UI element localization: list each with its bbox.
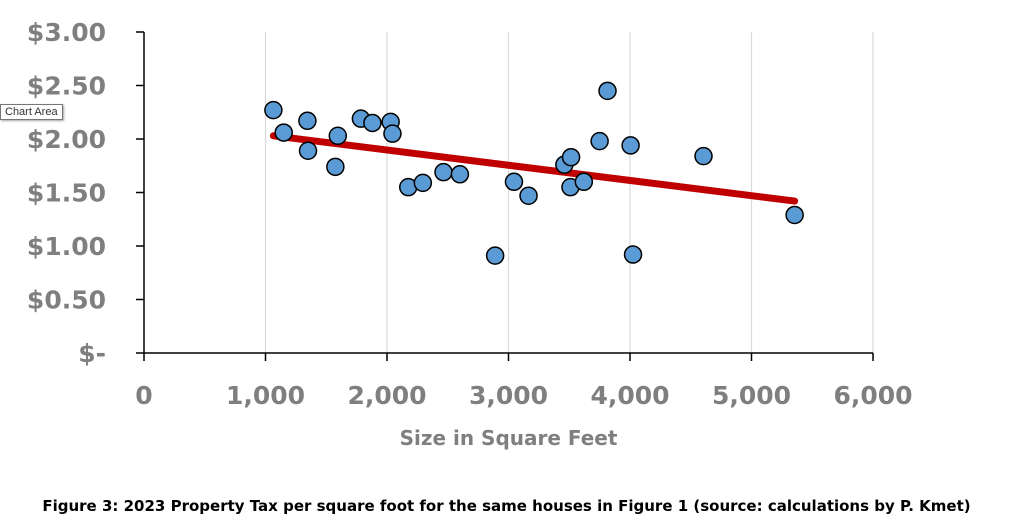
data-point	[434, 162, 453, 182]
y-tick-label: $1.00	[27, 232, 106, 261]
data-point	[694, 146, 713, 166]
data-point	[326, 157, 345, 177]
x-tick-label: 2,000	[347, 381, 426, 410]
trendline-layer	[269, 132, 799, 205]
y-tick-label: $3.00	[27, 18, 106, 47]
data-point	[298, 141, 318, 161]
x-tick-label: 5,000	[712, 381, 791, 410]
y-tick-label: $2.00	[27, 125, 106, 154]
data-point	[785, 205, 804, 225]
axes	[136, 31, 874, 361]
data-point	[274, 123, 293, 142]
data-point	[264, 100, 283, 120]
chart-area-tooltip: Chart Area	[0, 104, 63, 120]
y-tick-label: $0.50	[27, 286, 106, 315]
y-tick-label: $1.50	[27, 179, 106, 208]
data-point	[590, 131, 609, 151]
data-point	[561, 147, 581, 167]
data-point	[363, 113, 382, 133]
x-tick-labels: 0 1,000 2,000 3,000 4,000 5,000 6,000	[135, 381, 912, 410]
x-tick-label: 6,000	[833, 381, 912, 410]
data-points	[264, 81, 804, 265]
x-tick-label: 0	[135, 381, 152, 410]
data-point	[574, 172, 594, 192]
y-tick-label: $2.50	[27, 72, 106, 101]
data-point	[450, 165, 470, 184]
data-point	[383, 124, 402, 143]
trendline	[269, 132, 799, 205]
data-point	[413, 173, 433, 193]
data-point	[328, 126, 348, 146]
y-tick-labels: $- $0.50 $1.00 $1.50 $2.00 $2.50 $3.00	[27, 18, 106, 368]
data-point	[598, 81, 617, 101]
scatter-chart: 0 1,000 2,000 3,000 4,000 5,000 6,000 $-$0.50$…	[27, 18, 913, 450]
data-point	[519, 186, 538, 205]
x-tick-label: 1,000	[226, 381, 305, 410]
data-point	[623, 245, 643, 264]
x-tick-label: 3,000	[469, 381, 548, 410]
x-tick-label: 4,000	[590, 381, 669, 410]
data-point	[504, 172, 524, 192]
data-point	[485, 246, 505, 265]
data-point	[621, 136, 640, 155]
figure-caption: Figure 3: 2023 Property Tax per square f…	[42, 497, 971, 515]
x-axis-title: Size in Square Feet	[400, 426, 618, 450]
data-point	[298, 111, 317, 131]
y-tick-label: $-	[78, 339, 106, 368]
